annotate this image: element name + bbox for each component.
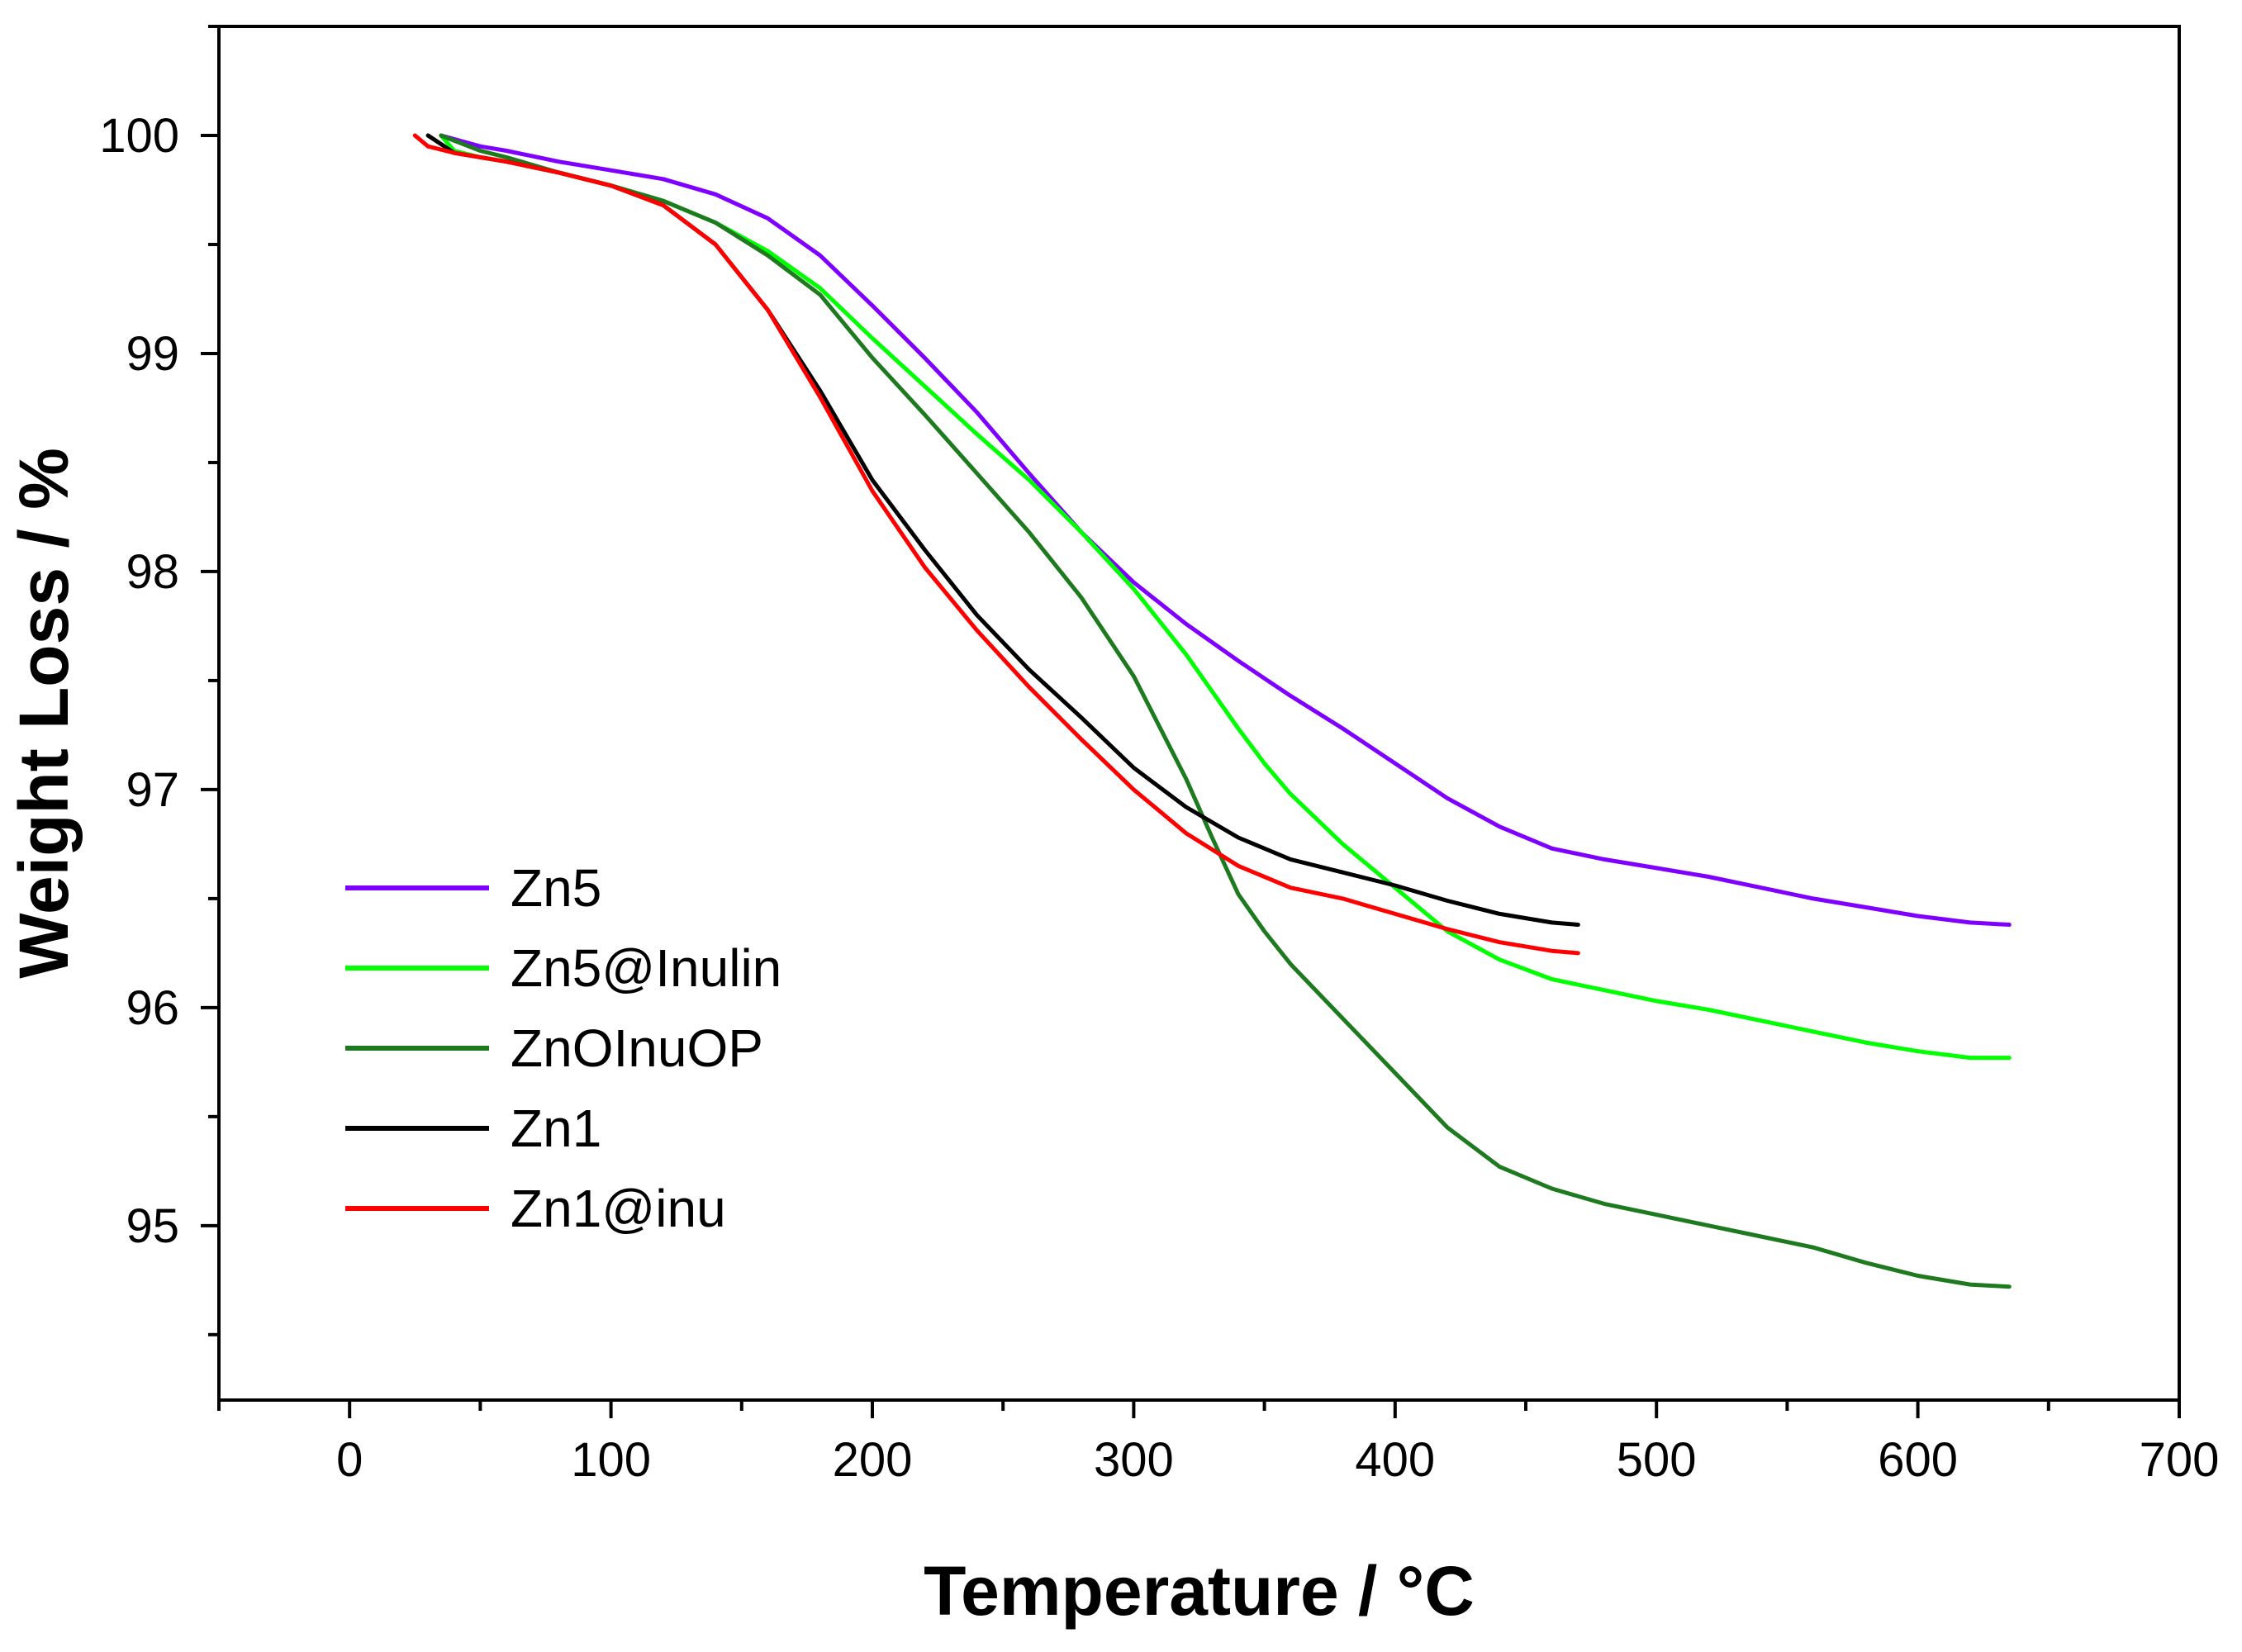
- y-tick-label: 96: [126, 981, 179, 1035]
- legend-label-zn1: Zn1: [511, 1099, 601, 1158]
- y-tick-label: 95: [126, 1199, 179, 1253]
- x-tick-label: 700: [2140, 1433, 2220, 1487]
- x-tick-label: 200: [833, 1433, 913, 1487]
- x-tick-label: 600: [1878, 1433, 1958, 1487]
- plot-frame: [217, 25, 2181, 1402]
- x-axis-title: Temperature / °C: [924, 1552, 1475, 1630]
- series-line-znoinuop: [439, 133, 2012, 1289]
- y-tick-label: 99: [126, 327, 179, 381]
- legend-label-zn5-inulin: Zn5@Inulin: [511, 938, 781, 998]
- y-axis-ticks: 95 96 97 98 99 100: [99, 25, 219, 1336]
- x-tick-label: 500: [1617, 1433, 1697, 1487]
- legend-label-znoinuop: ZnOInuOP: [511, 1018, 763, 1078]
- y-tick-label: 98: [126, 545, 179, 599]
- x-tick-label: 300: [1094, 1433, 1174, 1487]
- y-tick-label: 100: [99, 109, 179, 163]
- y-axis-title: Weight Loss / %: [5, 448, 83, 979]
- x-axis-ticks: 0 100 200 300 400 500 600 700: [217, 1400, 2220, 1487]
- series-line-zn1-inu: [412, 133, 1580, 956]
- series-layer: [412, 133, 2012, 1289]
- x-tick-label: 100: [571, 1433, 651, 1487]
- legend: Zn5 Zn5@Inulin ZnOInuOP Zn1 Zn1@inu: [345, 858, 781, 1238]
- series-line-zn5: [439, 133, 2012, 927]
- legend-label-zn1-inu: Zn1@inu: [511, 1179, 726, 1238]
- y-tick-label: 97: [126, 763, 179, 817]
- x-tick-label: 0: [336, 1433, 363, 1487]
- legend-label-zn5: Zn5: [511, 858, 601, 918]
- x-tick-label: 400: [1355, 1433, 1435, 1487]
